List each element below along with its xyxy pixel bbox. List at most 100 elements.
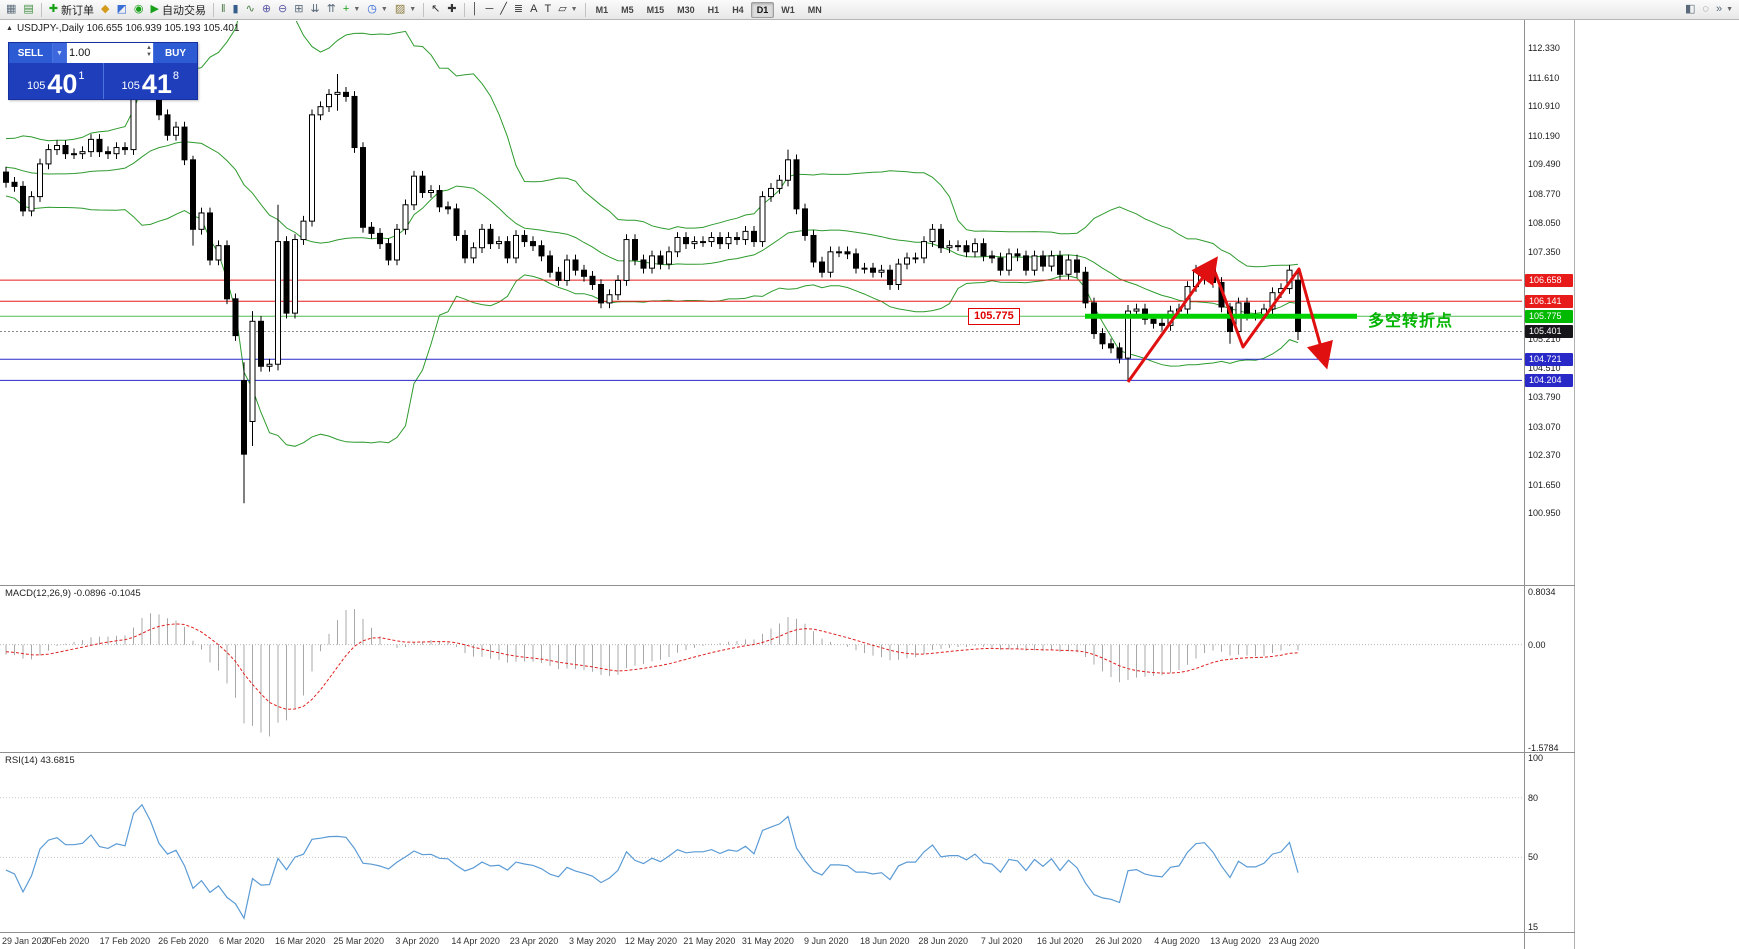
date-axis-label: 7 Jul 2020	[980, 936, 1023, 946]
pivot-price-label[interactable]: 105.775	[968, 308, 1020, 325]
chart-window-icon[interactable]: ▦	[3, 1, 19, 19]
market-watch-icon-glyph: ◩	[116, 3, 127, 15]
indicators-menu[interactable]: + ▼	[340, 1, 363, 19]
candlestick-chart-icon[interactable]: ▮	[230, 1, 242, 19]
timeframe-m15[interactable]: M15	[646, 4, 665, 15]
text-label-icon[interactable]: A	[527, 1, 540, 19]
zoom-out-icon[interactable]: ⊖	[275, 1, 290, 19]
templates-glyph: ▨	[394, 3, 406, 15]
zoom-in-icon-glyph: ⊕	[261, 3, 272, 15]
more-tools-menu[interactable]: » ▼	[1713, 1, 1736, 19]
timeframe-h1[interactable]: H1	[707, 4, 720, 15]
timeframe-h4[interactable]: H4	[732, 4, 744, 15]
bar-chart-icon[interactable]: ‖	[218, 1, 229, 19]
sell-dropdown[interactable]: ▼	[53, 43, 67, 63]
periods-menu[interactable]: ◷ ▼	[364, 1, 391, 19]
pivot-annotation-text[interactable]: 多空转折点	[1368, 313, 1454, 330]
chart-window-icon-glyph: ▦	[6, 3, 17, 15]
date-axis-label: 23 Apr 2020	[509, 936, 559, 946]
date-axis-label: 16 Jul 2020	[1036, 936, 1084, 946]
price-axis-badge: 106.658	[1525, 273, 1573, 287]
sell-button[interactable]: SELL	[9, 43, 53, 63]
rsi-axis-label: 15	[1528, 922, 1539, 932]
date-axis-label: 18 Jun 2020	[859, 936, 910, 946]
expand-icon[interactable]: ▲	[6, 25, 13, 32]
cursor-icon[interactable]: ↖	[428, 1, 443, 19]
arrange-windows-icon[interactable]: ⇈	[324, 1, 339, 19]
date-axis-label: 31 May 2020	[741, 936, 794, 946]
profiles-icon-glyph: ▤	[23, 3, 34, 15]
line-chart-icon-glyph: ∿	[245, 3, 255, 15]
vertical-line-icon[interactable]: │	[469, 1, 482, 19]
date-axis-label: 3 May 2020	[568, 936, 617, 946]
date-axis-label: 12 May 2020	[624, 936, 677, 946]
chart-canvas[interactable]	[0, 20, 1575, 949]
chevron-down-icon: ▼	[353, 6, 361, 13]
date-axis-label: 28 Jun 2020	[918, 936, 968, 946]
more-tools-glyph: »	[1715, 3, 1723, 15]
chevron-up-icon: ▲	[146, 45, 152, 51]
rsi-axis-label: 100	[1528, 753, 1544, 763]
chart-title: ▲ USDJPY-,Daily 106.655 106.939 105.193 …	[6, 23, 240, 34]
timeframe-m1[interactable]: M1	[595, 4, 609, 15]
main-toolbar: ▦ ▤ ✚ 新订单 ◆ ◩ ◉ ▶ 自动交易 ‖ ▮ ∿ ⊕ ⊖ ⊞ ⇊ ⇈ + ▼ ◷ ▼ ▨ ▼ ↖ ✚ │ ─ ╱ ≣ A T ▱ ▼ M1…	[0, 0, 1739, 20]
sell-price[interactable]: 105 40 1	[9, 63, 104, 99]
autotrade-glyph: ▶	[150, 3, 159, 15]
date-axis-label: 23 Aug 2020	[1268, 936, 1320, 946]
sell-price-prefix: 105	[26, 80, 46, 92]
horizontal-line-icon-glyph: ─	[485, 3, 494, 15]
toolbar-separator	[463, 2, 465, 17]
timeframe-d1[interactable]: D1	[750, 1, 775, 18]
timeframe-m30[interactable]: M30	[677, 4, 695, 15]
price-axis-label: 103.070	[1528, 421, 1561, 432]
arrow-object-icon[interactable]: T	[541, 1, 554, 19]
zoom-out-icon-glyph: ⊖	[278, 3, 288, 15]
market-watch-icon[interactable]: ◩	[114, 1, 130, 19]
zoom-in-icon[interactable]: ⊕	[259, 1, 274, 19]
chart-title-text: USDJPY-,Daily 106.655 106.939 105.193 10…	[16, 23, 240, 34]
chevron-down-icon: ▼	[570, 6, 578, 13]
tile-windows-icon-glyph: ⊞	[294, 3, 304, 15]
chart-shift-icon[interactable]: ◧	[1682, 1, 1698, 19]
equidistant-channel-icon[interactable]: ≣	[511, 1, 526, 19]
bar-chart-icon-glyph: ‖	[220, 3, 226, 15]
trend-arrow-2	[1213, 267, 1333, 370]
price-axis-label: 105.210	[1528, 334, 1561, 345]
candles	[3, 52, 1301, 504]
buy-price[interactable]: 105 41 8	[104, 63, 198, 99]
timeframe-m5[interactable]: M5	[621, 4, 634, 15]
date-axis-label: 26 Feb 2020	[158, 936, 209, 946]
buy-button[interactable]: BUY	[153, 43, 197, 63]
cascade-windows-icon[interactable]: ⇊	[307, 1, 322, 19]
line-chart-icon[interactable]: ∿	[243, 1, 258, 19]
date-axis-label: 25 Mar 2020	[333, 936, 384, 946]
volume-input[interactable]	[69, 45, 140, 61]
timeframe-w1[interactable]: W1	[781, 4, 795, 15]
timeframe-mn[interactable]: MN	[807, 4, 822, 15]
chevron-down-icon: ▼	[409, 6, 417, 13]
chevron-down-icon: ▼	[146, 52, 152, 58]
new-order-button[interactable]: ✚ 新订单	[46, 1, 97, 19]
autotrade-button[interactable]: ▶ 自动交易	[148, 1, 209, 19]
price-axis-badge: 105.775	[1525, 309, 1573, 323]
horizontal-line-icon[interactable]: ─	[482, 1, 496, 19]
crosshair-icon[interactable]: ✚	[444, 1, 459, 19]
trendline-icon[interactable]: ╱	[497, 1, 510, 19]
chart-shift-icon-glyph: ◧	[1684, 3, 1696, 15]
history-center-icon[interactable]: ◆	[98, 1, 112, 19]
shapes-menu[interactable]: ▱ ▼	[555, 1, 580, 19]
search-icon[interactable]: ◌	[1699, 1, 1712, 19]
profiles-icon[interactable]: ▤	[20, 1, 36, 19]
volume-stepper[interactable]: ▲ ▼	[146, 45, 152, 59]
price-axis-label: 109.490	[1528, 159, 1561, 170]
date-axis-label: 14 Apr 2020	[451, 936, 500, 946]
sell-price-big: 40	[47, 69, 78, 100]
price-axis-label: 100.950	[1528, 508, 1561, 519]
tile-windows-icon[interactable]: ⊞	[291, 1, 306, 19]
toolbar-separator	[212, 2, 214, 17]
history-center-icon-glyph: ◆	[101, 3, 110, 15]
price-axis-label: 108.050	[1528, 218, 1561, 229]
navigator-icon[interactable]: ◉	[131, 1, 147, 19]
date-axis-label: 16 Mar 2020	[274, 936, 326, 946]
templates-menu[interactable]: ▨ ▼	[392, 1, 419, 19]
